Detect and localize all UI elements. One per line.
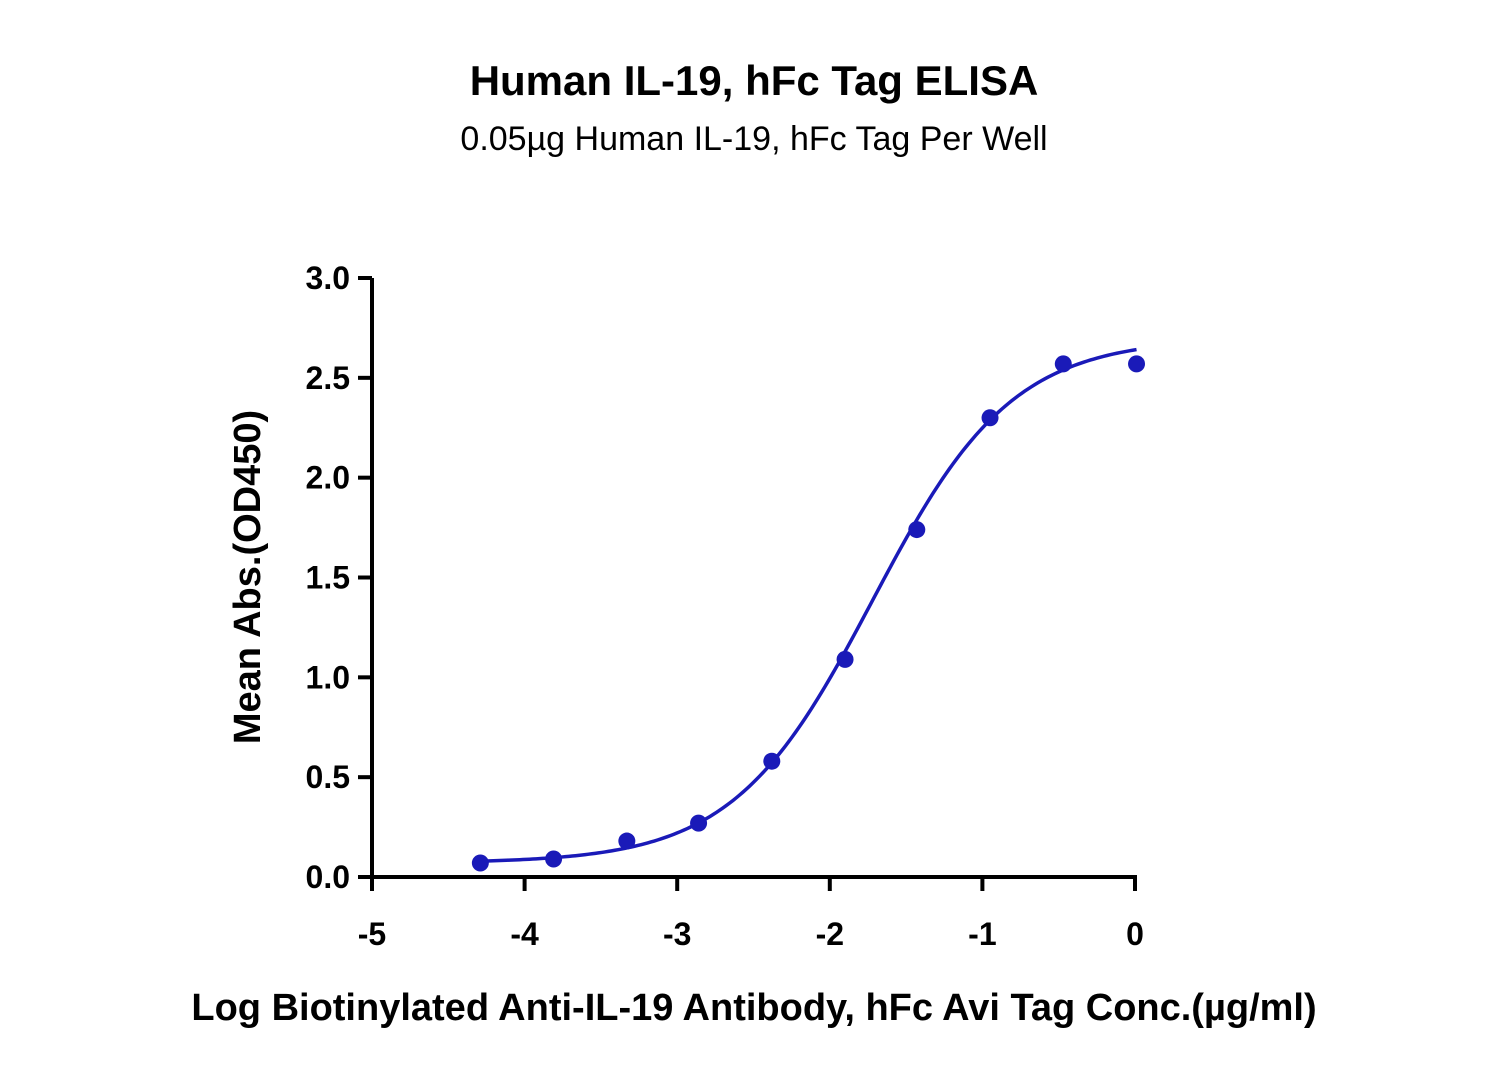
fit-curve	[480, 347, 1137, 863]
y-tick-label: 0.0	[306, 859, 350, 895]
data-point	[618, 832, 636, 850]
axes: 0.0 0.5 1.0 1.5 2.0 2.5 3.0 -5 -4 -3 -2 -1 0	[306, 260, 1144, 952]
y-tick-label: 0.5	[306, 759, 350, 795]
data-point	[763, 752, 781, 770]
data-point	[836, 650, 854, 668]
y-tick-label: 2.0	[306, 460, 350, 496]
data-point	[471, 854, 489, 872]
x-axis-title: Log Biotinylated Anti-IL-19 Antibody, hF…	[191, 987, 1316, 1029]
fit-curve-layer	[480, 347, 1137, 863]
data-point	[908, 521, 926, 539]
data-point	[690, 814, 708, 832]
x-tick-label: 0	[1126, 916, 1144, 952]
y-tick-label: 3.0	[306, 260, 350, 296]
data-points-layer	[471, 355, 1146, 872]
y-tick-label: 1.5	[306, 560, 350, 596]
data-point	[1054, 355, 1072, 373]
y-tick-label: 1.0	[306, 659, 350, 695]
x-tick-label: -2	[816, 916, 844, 952]
x-tick-label: -3	[663, 916, 691, 952]
x-tick-label: -5	[358, 916, 386, 952]
data-point	[981, 409, 999, 427]
data-point	[545, 850, 563, 868]
data-point	[1128, 355, 1146, 373]
chart-subtitle: 0.05µg Human IL-19, hFc Tag Per Well	[460, 120, 1047, 158]
y-tick-label: 2.5	[306, 360, 350, 396]
x-tick-label: -4	[510, 916, 539, 952]
chart-title: Human IL-19, hFc Tag ELISA	[470, 57, 1039, 104]
y-axis-title: Mean Abs.(OD450)	[227, 410, 269, 744]
x-tick-label: -1	[968, 916, 996, 952]
